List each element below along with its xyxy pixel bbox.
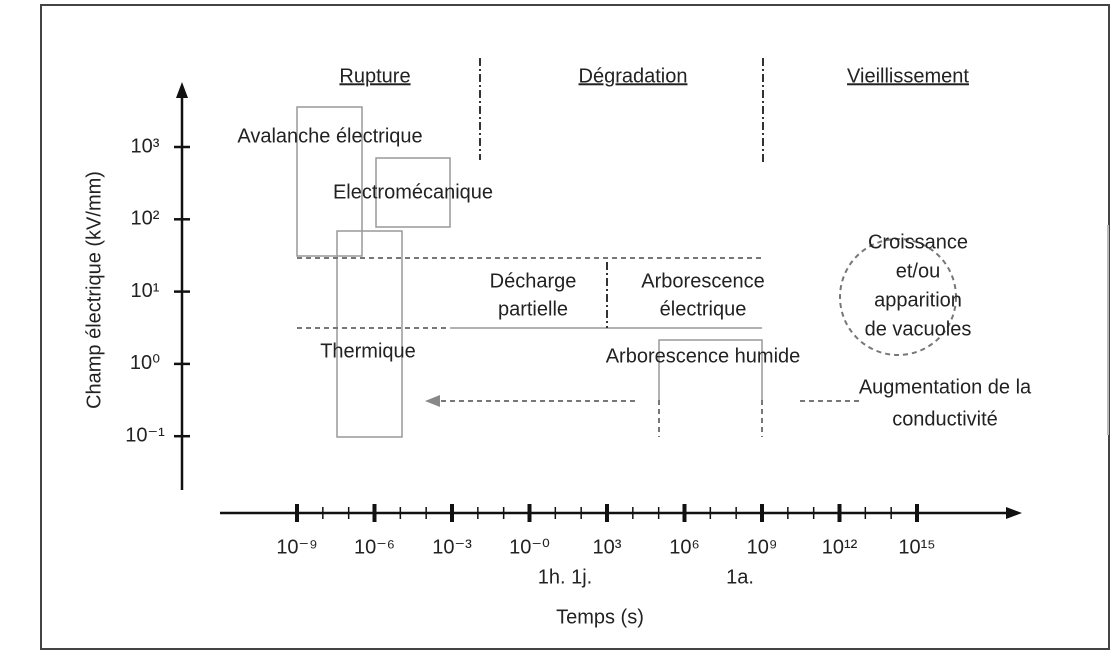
region-label: apparition: [874, 289, 962, 311]
region-label: conductivité: [892, 408, 998, 430]
y-tick-label: 10¹: [131, 280, 160, 302]
y-tick-label: 10³: [131, 135, 160, 157]
header: Vieillissement: [847, 65, 969, 87]
region-label: Avalanche électrique: [237, 125, 422, 147]
x-note: 1a.: [726, 566, 754, 588]
x-tick-label: 10⁻⁹: [276, 536, 317, 558]
x-tick-label: 10⁹: [747, 536, 778, 558]
arrow: [176, 82, 188, 98]
box: [336, 230, 403, 438]
x-tick-label: 10³: [593, 536, 622, 558]
box: [296, 106, 363, 257]
x-tick-label: 10⁶: [669, 536, 699, 558]
region-label: et/ou: [896, 260, 940, 282]
region-label: Thermique: [320, 340, 416, 362]
x-tick-label: 10⁻³: [432, 536, 472, 558]
x-note: 1h. 1j.: [538, 566, 592, 588]
arrow: [1006, 507, 1022, 519]
x-tick-label: 10¹⁵: [898, 536, 935, 558]
region-label: partielle: [498, 298, 568, 320]
box: [375, 157, 451, 228]
header: Dégradation: [579, 65, 688, 87]
y-axis-label: Champ électrique (kV/mm): [83, 171, 105, 409]
arrow: [425, 395, 440, 407]
x-tick-label: 10⁻⁶: [354, 536, 395, 558]
region-label: de vacuoles: [865, 318, 972, 340]
region-label: Arborescence humide: [606, 345, 801, 367]
region-label: Arborescence: [641, 270, 764, 292]
region-label: Décharge: [490, 270, 577, 292]
x-axis-label: Temps (s): [556, 606, 644, 628]
x-tick-label: 10⁻⁰: [509, 536, 550, 558]
x-tick-label: 10¹²: [822, 536, 858, 558]
y-tick-label: 10²: [131, 208, 160, 230]
y-tick-label: 10⁰: [130, 352, 160, 374]
header: Rupture: [339, 65, 410, 87]
region-label: Augmentation de la: [859, 376, 1032, 398]
y-tick-label: 10⁻¹: [125, 424, 165, 446]
region-label: Croissance: [868, 231, 968, 253]
region-label: Electromécanique: [333, 181, 493, 203]
box: [658, 339, 763, 400]
circle: [839, 238, 957, 356]
region-label: électrique: [660, 298, 747, 320]
